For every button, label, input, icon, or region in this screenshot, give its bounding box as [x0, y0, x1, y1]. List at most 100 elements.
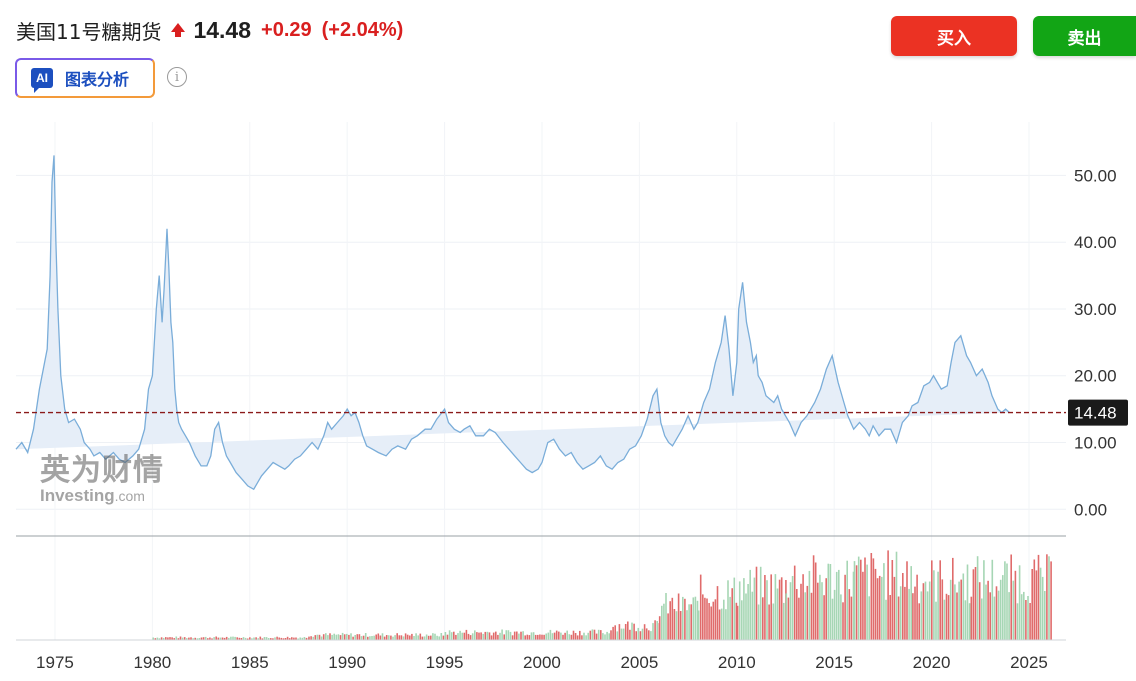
- volume-bar-71: [301, 637, 304, 640]
- volume-bar-223: [618, 624, 621, 640]
- buy-button[interactable]: 买入: [891, 16, 1017, 56]
- volume-bar-339: [855, 565, 858, 640]
- volume-bar-425: [1035, 570, 1038, 640]
- price-change: +0.29: [261, 18, 312, 41]
- volume-bar-79: [316, 634, 319, 640]
- watermark-en-suffix: .com: [114, 488, 145, 504]
- volume-bar-294: [764, 575, 766, 640]
- volume-bars: [152, 550, 1052, 640]
- volume-bar-135: [434, 633, 436, 640]
- watermark-cn: 英为财情: [40, 453, 164, 488]
- volume-bar-221: [614, 625, 616, 640]
- volume-bar-152: [469, 635, 472, 640]
- volume-bar-133: [430, 635, 432, 640]
- volume-bar-295: [766, 580, 768, 640]
- volume-bar-115: [392, 636, 394, 640]
- volume-bar-308: [791, 576, 794, 640]
- volume-bar-413: [1010, 554, 1012, 640]
- volume-bar-56: [270, 638, 272, 640]
- volume-bar-24: [202, 637, 205, 640]
- volume-bar-253: [679, 611, 682, 640]
- volume-bar-282: [738, 581, 741, 640]
- volume-bar-407: [997, 590, 1000, 640]
- volume-bar-219: [610, 630, 612, 640]
- volume-bar-274: [723, 599, 725, 640]
- sell-button[interactable]: 卖出: [1033, 16, 1136, 56]
- volume-bar-151: [467, 633, 470, 640]
- volume-bar-163: [492, 632, 495, 640]
- volume-bar-174: [516, 631, 518, 640]
- volume-bar-318: [812, 555, 815, 640]
- volume-bar-203: [576, 635, 579, 640]
- volume-bar-106: [373, 635, 375, 640]
- volume-bar-278: [731, 588, 733, 640]
- volume-bar-127: [417, 635, 419, 640]
- volume-bar-374: [928, 581, 931, 640]
- volume-bar-59: [276, 636, 278, 640]
- volume-bar-377: [935, 601, 937, 640]
- volume-bar-88: [335, 634, 338, 640]
- volume-bar-409: [1002, 575, 1004, 640]
- volume-bar-385: [952, 557, 954, 640]
- volume-bar-153: [471, 633, 474, 640]
- volume-bar-393: [968, 603, 971, 640]
- volume-bar-375: [931, 560, 933, 640]
- volume-bar-7: [167, 637, 169, 640]
- volume-bar-241: [656, 621, 658, 640]
- volume-bar-239: [652, 623, 654, 640]
- volume-bar-297: [770, 574, 772, 640]
- volume-bar-280: [735, 602, 738, 640]
- volume-bar-286: [747, 584, 749, 640]
- volume-bar-199: [568, 634, 571, 640]
- volume-bar-161: [488, 632, 491, 640]
- volume-bar-404: [991, 559, 994, 640]
- volume-bar-419: [1023, 591, 1025, 640]
- volume-bar-15: [183, 637, 186, 640]
- volume-bar-43: [242, 637, 245, 640]
- volume-bar-292: [759, 566, 762, 640]
- volume-bar-168: [503, 634, 505, 640]
- volume-bar-26: [207, 638, 209, 640]
- volume-bar-333: [844, 574, 846, 640]
- volume-bar-27: [209, 637, 211, 640]
- volume-bar-252: [677, 593, 680, 640]
- volume-bar-382: [945, 593, 948, 640]
- volume-bar-123: [409, 635, 411, 640]
- volume-bar-205: [581, 635, 583, 640]
- y-tick-label-0: 0.00: [1074, 500, 1107, 519]
- volume-bar-397: [976, 556, 979, 640]
- volume-bar-314: [804, 592, 806, 640]
- volume-bar-89: [337, 634, 340, 640]
- volume-bar-248: [669, 601, 671, 640]
- ai-chart-analysis-button[interactable]: AI 图表分析: [15, 58, 155, 98]
- volume-bar-146: [457, 633, 459, 640]
- volume-bar-411: [1006, 563, 1008, 640]
- watermark-en-name: Investing: [40, 486, 115, 505]
- watermark-en: Investing.com: [40, 487, 164, 505]
- volume-bar-102: [364, 633, 367, 640]
- volume-bar-284: [743, 578, 745, 640]
- volume-bar-173: [513, 631, 516, 640]
- volume-bar-108: [377, 633, 380, 640]
- volume-bar-92: [343, 634, 346, 640]
- volume-bar-250: [673, 609, 676, 640]
- volume-bar-220: [612, 626, 614, 640]
- volume-bar-189: [547, 632, 550, 640]
- info-icon[interactable]: i: [167, 67, 187, 87]
- volume-bar-264: [702, 594, 704, 640]
- volume-bar-159: [484, 631, 487, 640]
- volume-bar-49: [255, 637, 257, 640]
- volume-bar-94: [348, 634, 350, 640]
- volume-bar-78: [314, 635, 317, 640]
- volume-bar-91: [341, 632, 344, 640]
- volume-bar-224: [620, 628, 623, 640]
- volume-bar-298: [772, 603, 775, 640]
- volume-bar-310: [796, 589, 798, 640]
- volume-bar-55: [267, 638, 270, 640]
- volume-bar-60: [278, 637, 280, 640]
- volume-bar-134: [432, 633, 434, 640]
- volume-bar-170: [507, 630, 510, 640]
- volume-bar-11: [175, 636, 178, 640]
- volume-bar-225: [622, 628, 625, 640]
